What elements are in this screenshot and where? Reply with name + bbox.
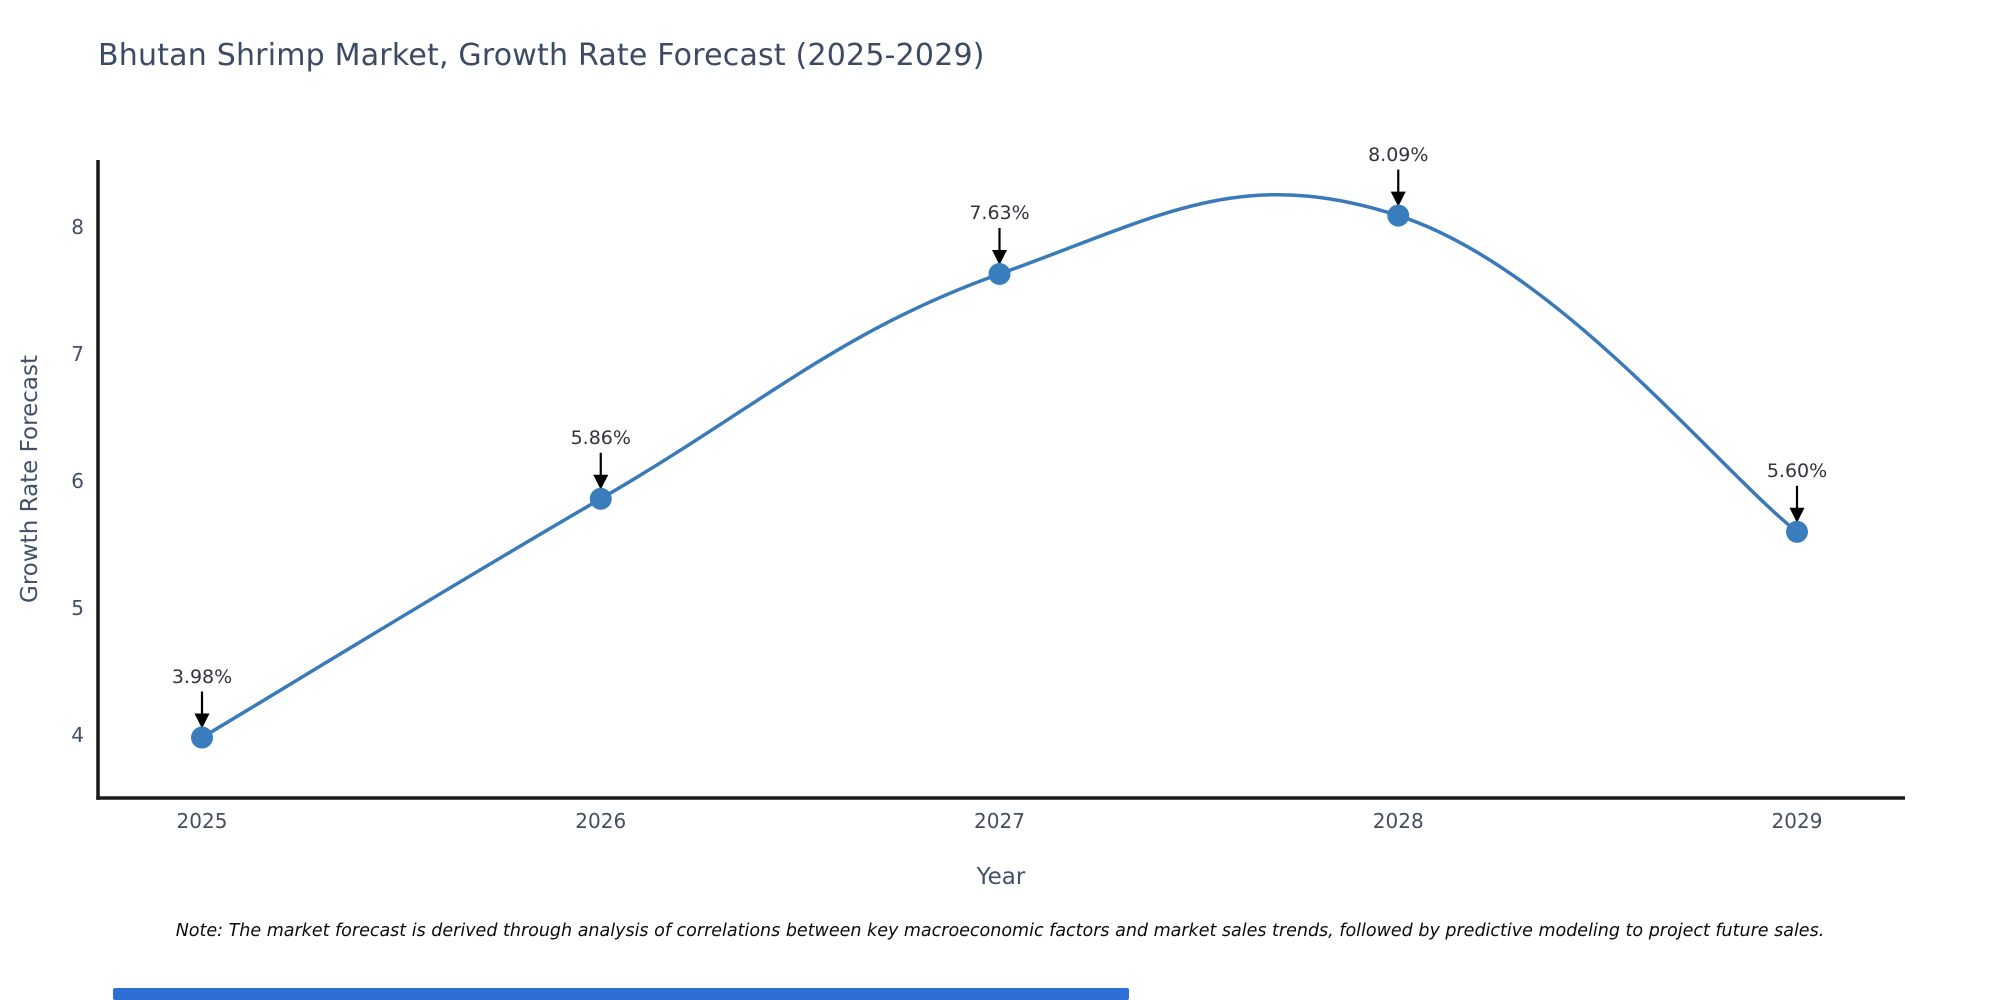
y-tick-label: 8 — [71, 215, 84, 239]
footnote: Note: The market forecast is derived thr… — [175, 921, 1825, 941]
point-annotation: 5.60% — [1766, 459, 1828, 482]
horizontal-scrollbar-thumb[interactable] — [113, 988, 1129, 1000]
annotation-arrowhead — [1390, 191, 1406, 207]
x-axis-title: Year — [976, 864, 1026, 890]
data-point-marker[interactable] — [1786, 520, 1808, 543]
y-axis-title: Growth Rate Forecast — [17, 355, 43, 603]
data-point-marker[interactable] — [988, 262, 1011, 285]
x-tick-label: 2027 — [974, 809, 1025, 833]
annotation-arrowhead — [194, 713, 210, 729]
data-point-marker[interactable] — [191, 726, 213, 749]
chart-title: Bhutan Shrimp Market, Growth Rate Foreca… — [98, 38, 985, 73]
point-annotation: 8.09% — [1368, 143, 1429, 166]
annotation-arrowhead — [1789, 507, 1805, 523]
y-tick-label: 5 — [71, 596, 84, 620]
point-annotation: 7.63% — [969, 201, 1030, 224]
annotation-arrowhead — [593, 474, 609, 490]
annotation-arrowhead — [992, 249, 1007, 265]
x-tick-label: 2026 — [575, 809, 627, 833]
point-annotation: 3.98% — [171, 665, 233, 688]
data-point-marker[interactable] — [1387, 204, 1410, 227]
x-tick-label: 2028 — [1372, 809, 1424, 833]
y-tick-label: 7 — [71, 342, 84, 366]
y-tick-label: 4 — [71, 723, 84, 747]
point-annotation: 5.86% — [570, 426, 631, 449]
x-tick-label: 2025 — [176, 809, 228, 833]
data-point-marker[interactable] — [589, 487, 612, 510]
x-tick-label: 2029 — [1771, 809, 1823, 833]
y-tick-label: 6 — [71, 469, 84, 493]
